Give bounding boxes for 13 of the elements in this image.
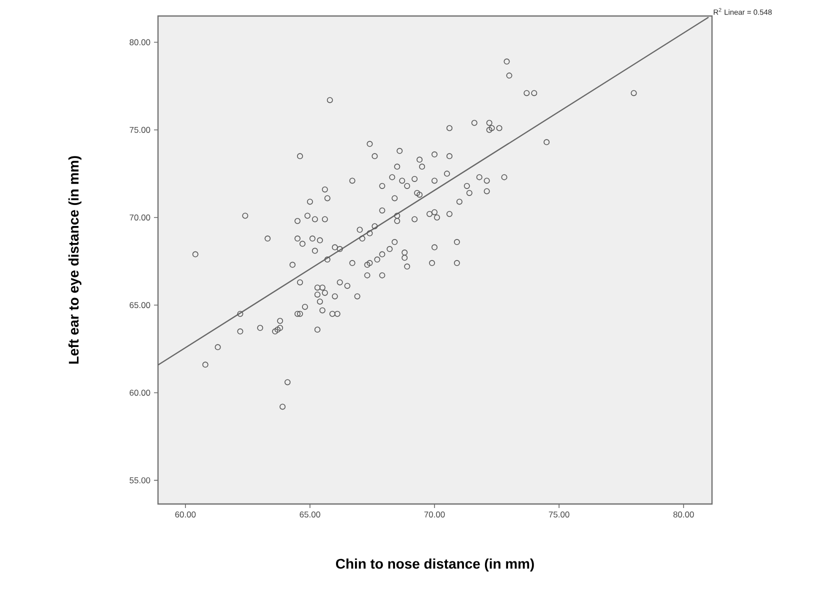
x-tick-label: 60.00 [175,512,196,518]
y-tick-label: 80.00 [130,39,150,46]
x-tick-label: 65.00 [300,512,320,518]
x-axis-title: Chin to nose distance (in mm) [336,558,534,572]
y-tick-label: 60.00 [130,390,150,396]
y-tick-label: 65.00 [130,302,150,308]
y-tick-label: 75.00 [130,126,150,133]
x-tick-label: 75.00 [548,512,570,518]
y-axis-title: Left ear to eye distance (in mm) [68,156,82,364]
y-tick-label: 55.00 [130,477,150,484]
x-tick-label: 70.00 [424,512,445,518]
x-tick-label: 80.00 [673,512,694,518]
y-tick-label: 70.00 [130,214,150,220]
